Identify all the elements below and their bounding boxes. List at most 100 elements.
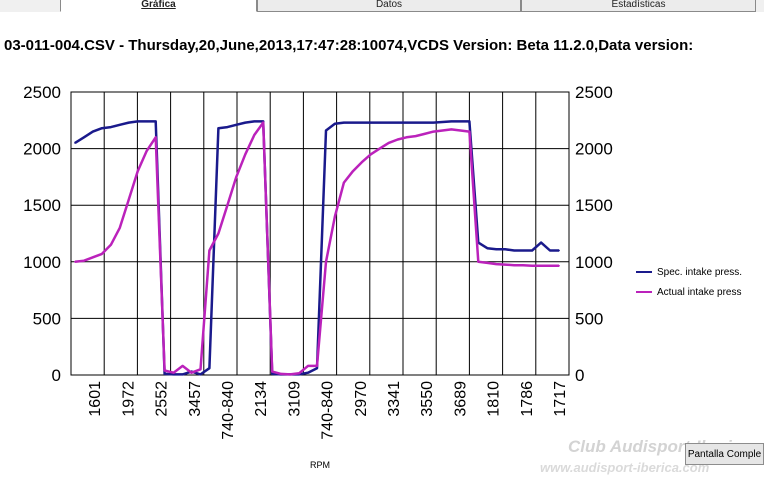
series-point-1 [522,264,524,267]
series-point-0 [136,120,139,123]
series-point-0 [172,373,175,376]
y-tick-label-left: 1500 [23,196,61,215]
series-point-1 [334,215,336,218]
series-point-0 [441,121,444,123]
series-point-0 [235,123,238,126]
series-point-0 [405,121,408,124]
series-point-1 [468,130,471,133]
series-point-1 [549,264,551,267]
x-tick-label: 1717 [552,381,569,417]
series-point-0 [450,120,453,123]
series-point-0 [378,121,381,124]
series-point-0 [540,241,542,244]
tab-estadisticas[interactable]: Estadísticas [521,0,756,12]
series-point-0 [531,249,533,252]
series-point-1 [298,372,300,375]
series-point-1 [486,262,489,264]
series-point-1 [504,263,507,266]
y-tick-label-right: 0 [575,366,584,385]
series-point-1 [136,170,139,173]
series-point-0 [253,120,256,123]
series-point-0 [468,120,471,123]
series-point-1 [325,260,327,263]
series-point-0 [181,373,184,376]
series-point-0 [334,122,336,125]
series-point-0 [432,121,435,124]
series-point-1 [459,129,462,132]
y-tick-label-right: 2000 [575,140,613,159]
series-point-1 [244,153,247,156]
y-tick-label-left: 1000 [23,253,61,272]
series-point-0 [118,123,121,126]
series-point-1 [208,249,211,252]
x-tick-label: 740-840 [320,381,337,440]
y-tick-label-right: 1500 [575,196,613,215]
x-tick-label: 3689 [452,381,469,417]
x-tick-label: 1972 [120,381,137,417]
x-tick-label: 2134 [253,381,270,417]
chart-legend: Spec. intake press. Actual intake press [636,262,764,302]
series-point-0 [504,248,507,251]
series-point-1 [558,264,560,267]
series-point-0 [558,249,560,252]
series-point-1 [423,133,426,135]
series-point-0 [110,126,112,128]
series-point-1 [378,147,381,150]
series-point-0 [163,373,166,375]
series-point-0 [549,249,551,252]
legend-label-actual: Actual intake press [657,286,742,298]
series-point-0 [307,371,309,374]
series-point-1 [92,256,94,259]
series-point-1 [450,128,453,131]
x-axis-title: RPM [310,460,330,470]
series-point-0 [217,127,220,130]
series-point-0 [83,136,85,139]
series-point-1 [396,138,399,141]
series-point-1 [83,259,85,262]
series-point-1 [262,121,265,124]
series-point-0 [414,121,417,124]
series-point-1 [360,161,363,164]
series-point-1 [110,243,112,246]
tab-datos[interactable]: Datos [257,0,521,12]
series-point-1 [235,176,238,178]
series-point-0 [423,121,426,124]
chart: 0 0 500 500 1000 1000 1500 1500 2000 2000 2500 2500… [23,83,613,440]
series-point-1 [432,130,435,133]
series-point-1 [280,373,282,375]
series-point-0 [92,130,94,133]
series-point-1 [271,370,274,373]
legend-label-spec: Spec. intake press. [657,266,743,278]
y-tick-label-right: 500 [575,309,603,328]
series-point-1 [226,204,229,207]
x-tick-label: 3109 [286,381,303,417]
series-point-1 [477,260,480,263]
series-point-0 [154,120,157,123]
watermark-url: www.audisport-iberica.com [540,460,710,475]
series-point-0 [369,121,372,124]
legend-swatch-spec-icon [636,271,652,273]
series-point-1 [101,253,103,255]
series-point-0 [316,367,318,370]
series-point-1 [74,260,76,263]
series-point-1 [414,135,417,137]
tab-grafica[interactable]: Gráfica [60,0,257,12]
series-point-0 [486,247,489,250]
series-point-1 [127,198,130,201]
series-point-1 [145,150,148,152]
series-point-0 [522,249,524,252]
x-tick-label: 2552 [154,381,171,417]
series-point-1 [154,136,157,139]
series-point-1 [307,365,309,367]
series-point-1 [199,368,202,371]
series-point-0 [387,121,390,124]
fullscreen-button[interactable]: Pantalla Comple [685,443,764,465]
series-point-0 [343,121,345,124]
x-tick-label: 3550 [419,381,436,417]
legend-item-actual: Actual intake press [636,282,764,302]
series-point-1 [217,232,220,235]
x-tick-label: 1786 [519,381,536,417]
series-point-0 [101,127,103,130]
series-point-1 [172,371,175,374]
chart-header-title: 03-011-004.CSV - Thursday,20,June,2013,1… [4,37,694,54]
